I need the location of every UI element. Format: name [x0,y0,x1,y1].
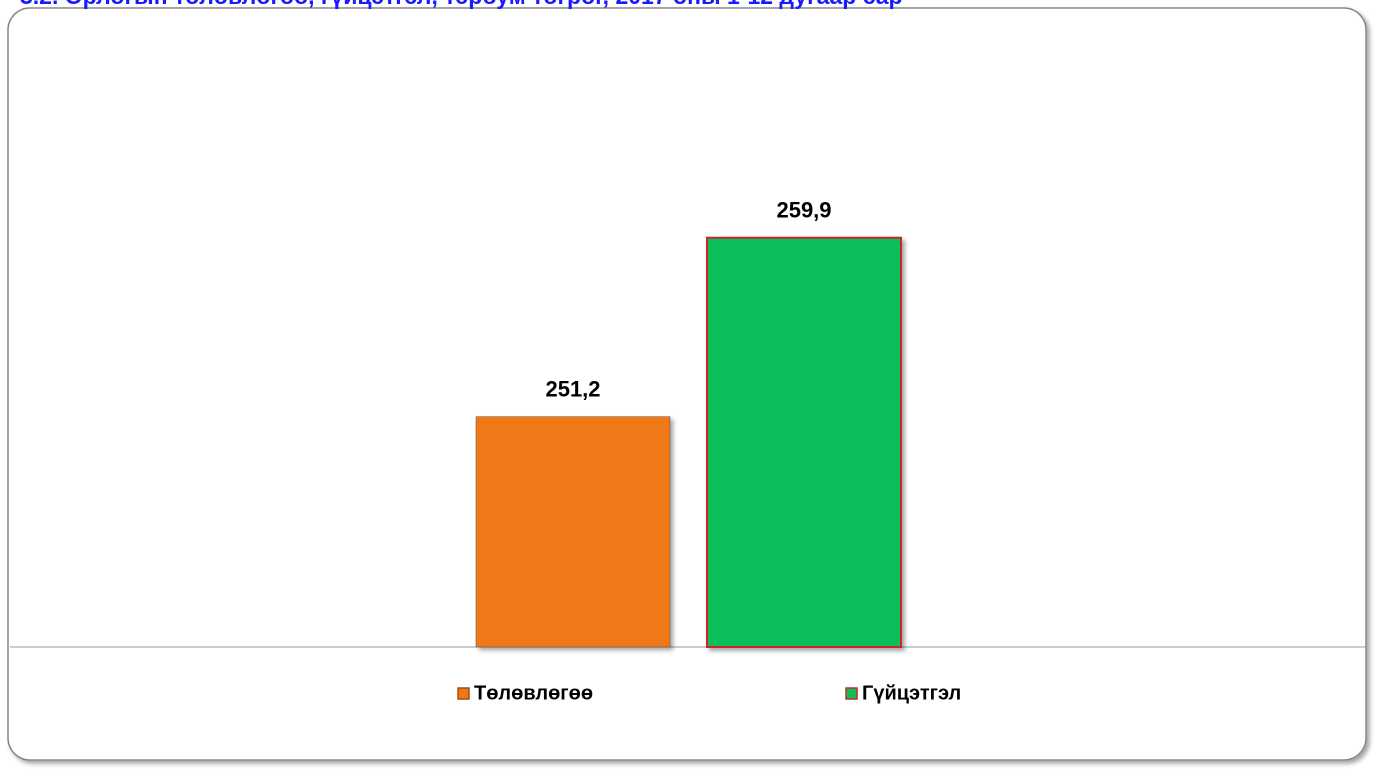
value-label: 251,2 [545,376,600,401]
legend-label: Гүйцэтгэл [862,682,961,704]
chart-title: 3.2. Орлогын төлөвлөгөө, гүйцэтгэл, тэрб… [20,0,903,9]
value-label: 259,9 [776,198,831,223]
bar [475,416,671,648]
legend-marker [457,687,470,700]
bar [706,236,902,648]
legend-marker [845,687,858,700]
legend-label: Төлөвлөгөө [474,682,593,704]
chart-frame [7,7,1367,761]
